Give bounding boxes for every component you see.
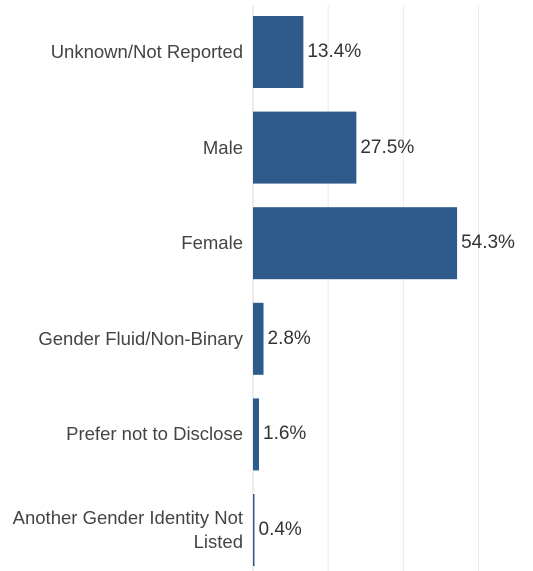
category-label: Female bbox=[181, 232, 243, 254]
value-label: 54.3% bbox=[461, 232, 515, 254]
value-label: 2.8% bbox=[267, 327, 311, 349]
bar bbox=[253, 398, 260, 471]
value-label: 1.6% bbox=[263, 423, 307, 445]
bar bbox=[253, 494, 255, 566]
category-label: Unknown/Not Reported bbox=[50, 41, 243, 62]
value-label: 27.5% bbox=[360, 136, 415, 158]
category-label: Another Gender Identity Not Listed bbox=[12, 507, 243, 552]
bar bbox=[253, 302, 264, 375]
value-label: 0.4% bbox=[258, 519, 302, 540]
category-label: Male bbox=[202, 136, 243, 158]
bar bbox=[253, 16, 304, 88]
bar bbox=[253, 111, 357, 184]
value-label: 13.4% bbox=[307, 41, 362, 62]
category-label: Gender Fluid/Non-Binary bbox=[38, 327, 243, 349]
bar bbox=[253, 207, 458, 280]
category-label: Prefer not to Disclose bbox=[66, 423, 243, 445]
